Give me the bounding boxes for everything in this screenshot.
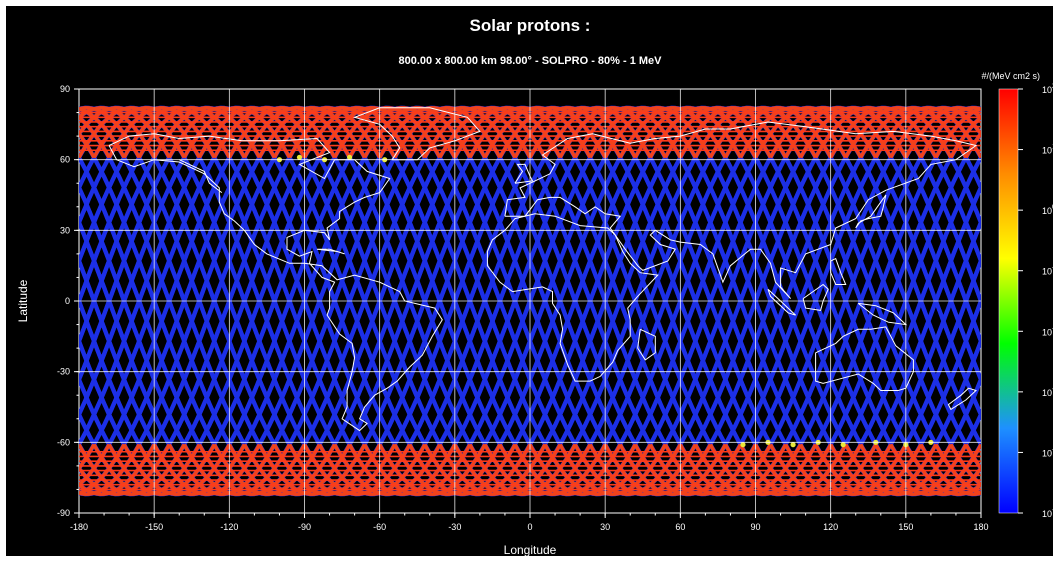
- transition-point: [740, 442, 746, 448]
- colorbar-label: #/(MeV cm2 s): [981, 71, 1040, 81]
- ground-track-high: [79, 106, 981, 496]
- x-tick-label: 60: [675, 522, 685, 532]
- coastline: [855, 194, 887, 229]
- grid-lines: [79, 89, 981, 513]
- colorbar-tick-label: 10-1: [1042, 265, 1058, 277]
- x-tick-label: 180: [973, 522, 988, 532]
- ground-track-high: [79, 106, 981, 496]
- x-tick-label: -180: [70, 522, 88, 532]
- ground-track-high: [79, 106, 981, 496]
- coastline: [504, 121, 978, 299]
- ground-track-high: [79, 106, 981, 496]
- ground-track-high: [79, 106, 981, 496]
- chart-subtitle: 800.00 x 800.00 km 98.00° - SOLPRO - 80%…: [398, 55, 662, 67]
- x-tick-label: 30: [600, 522, 610, 532]
- colorbar-tick-label: 10-5: [1042, 507, 1058, 519]
- coastline: [767, 288, 796, 316]
- x-tick-label: -120: [220, 522, 238, 532]
- colorbar: [998, 88, 1019, 514]
- x-tick-label: -60: [373, 522, 386, 532]
- coastline: [108, 133, 443, 432]
- x-tick-label: -30: [448, 522, 461, 532]
- ground-track-high: [79, 106, 981, 496]
- coastline: [178, 159, 223, 193]
- ground-track-high: [137, 106, 923, 496]
- ground-track-high: [92, 106, 878, 496]
- ground-track-high: [79, 106, 981, 496]
- ground-track-high: [167, 106, 953, 496]
- y-tick-label: 90: [60, 84, 70, 94]
- colorbar-tick-label: 10-4: [1042, 446, 1058, 458]
- ground-track-high: [79, 106, 981, 496]
- colorbar-tick-label: 102: [1042, 83, 1056, 95]
- ground-track-high: [79, 106, 981, 496]
- coastline: [514, 163, 534, 184]
- coastline: [947, 387, 977, 411]
- ground-track-high: [92, 106, 878, 496]
- y-tick-label: -30: [57, 367, 70, 377]
- coastline: [316, 248, 345, 255]
- ground-track-high: [79, 106, 981, 496]
- coastlines: [108, 107, 978, 432]
- x-tick-label: 150: [898, 522, 913, 532]
- colorbar-ticks: 102 101 100 10-1 10-2 10-3 10-4 10-5: [1018, 83, 1058, 519]
- transition-point: [347, 154, 353, 160]
- ground-track-high: [182, 106, 968, 496]
- ground-track-high: [79, 106, 981, 496]
- colorbar-tick-label: 10-2: [1042, 325, 1058, 337]
- transition-point: [840, 442, 846, 448]
- x-tick-label: 120: [823, 522, 838, 532]
- ground-track-high: [79, 106, 981, 496]
- x-axis: -180 -150 -120 -90 -60 -30 0 30 60 90 120 150 180: [70, 513, 989, 532]
- y-tick-label: 30: [60, 225, 70, 235]
- x-tick-label: -150: [145, 522, 163, 532]
- coastline: [352, 107, 481, 161]
- x-tick-label: 0: [527, 522, 532, 532]
- colorbar-tick-label: 101: [1042, 144, 1056, 156]
- y-axis-label: Latitude: [16, 279, 30, 322]
- x-axis-label: Longitude: [504, 543, 557, 557]
- y-tick-label: 60: [60, 155, 70, 165]
- x-tick-label: -90: [298, 522, 311, 532]
- ground-track-high: [152, 106, 938, 496]
- y-tick-label: -90: [57, 508, 70, 518]
- y-tick-label: -60: [57, 437, 70, 447]
- ground-track-high: [182, 106, 968, 496]
- ground-track-high: [79, 106, 981, 496]
- ground-track-high: [79, 106, 981, 496]
- ground-track-high: [152, 106, 938, 496]
- ground-track-high: [107, 106, 893, 496]
- ground-track-high: [79, 106, 981, 496]
- colorbar-tick-label: 10-3: [1042, 386, 1058, 398]
- ground-track-high: [79, 106, 981, 496]
- transition-point: [296, 154, 303, 160]
- coastline: [815, 326, 914, 391]
- ground-track-high: [122, 106, 908, 496]
- y-axis: -90 -60 -30 0 30 60 90: [57, 84, 79, 518]
- transition-point: [790, 442, 796, 448]
- x-tick-label: 90: [750, 522, 760, 532]
- chart-title: Solar protons :: [470, 16, 591, 35]
- colorbar-tick-label: 100: [1042, 204, 1056, 216]
- coastline: [637, 328, 656, 361]
- ground-track-high: [167, 106, 953, 496]
- y-tick-label: 0: [65, 296, 70, 306]
- coastline: [486, 213, 659, 382]
